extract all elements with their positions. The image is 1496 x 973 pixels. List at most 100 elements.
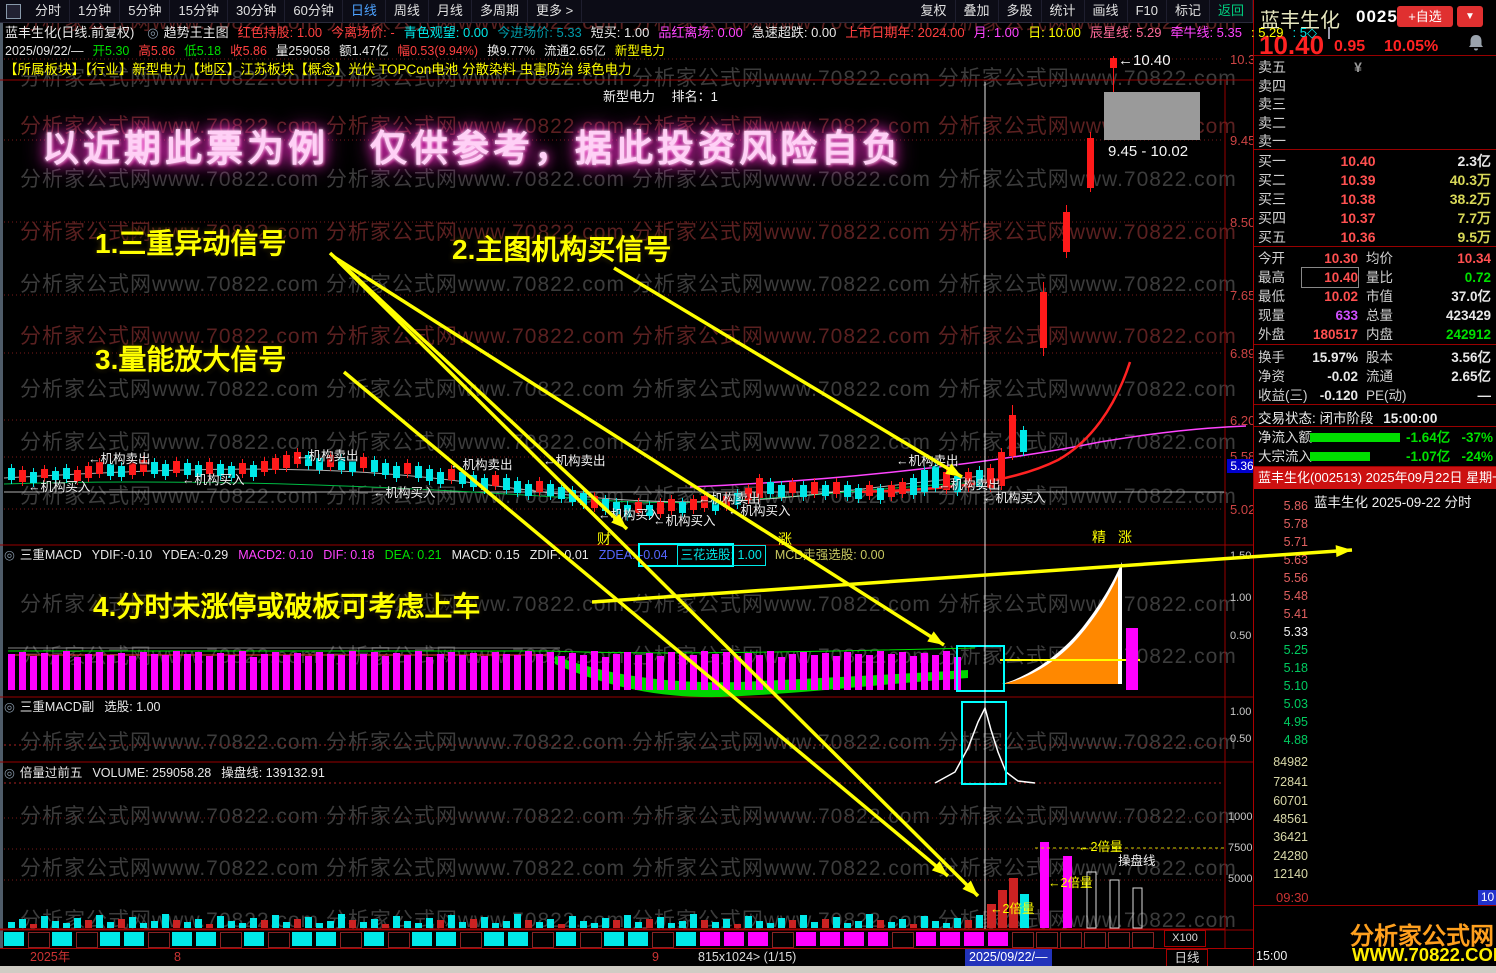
sector-info-row: 【所属板块】【行业】新型电力【地区】江苏板块【概念】光伏 TOPCon电池 分散… xyxy=(4,62,632,77)
menu-item-多周期[interactable]: 多周期 xyxy=(472,0,528,22)
legend-item: 青色观望: 0.00 xyxy=(403,25,489,40)
signal-block xyxy=(556,932,576,946)
intraday-time-label: 09:30 xyxy=(1276,890,1309,905)
bid-level-label: 买二 xyxy=(1258,172,1286,188)
legend-item: : 5.29 xyxy=(1250,25,1284,40)
signal-block xyxy=(724,932,744,946)
stats-st-v1: 10.40 xyxy=(1301,267,1359,288)
menu-item-统计[interactable]: 统计 xyxy=(1042,0,1085,22)
note-annotation: 1.三重异动信号 xyxy=(95,228,287,259)
timeline-year: 2025年 xyxy=(30,950,71,964)
bid-price: 10.39 xyxy=(1340,172,1376,188)
menu-item-返回[interactable]: 返回 xyxy=(1210,0,1253,22)
signal-block xyxy=(868,932,888,946)
main-indicator-name[interactable]: 趋势王主图 xyxy=(163,25,229,40)
intraday-end-time-badge: 10 xyxy=(1478,890,1496,905)
stats-st-v2: — xyxy=(1477,388,1492,403)
menu-item-5分钟[interactable]: 5分钟 xyxy=(120,0,171,22)
stats-st-v2: 10.34 xyxy=(1457,251,1491,266)
signal-block xyxy=(964,932,984,946)
status-bar: 2025年 8 9 815x1024> (1/15) 2025/09/22/— … xyxy=(0,948,1253,968)
menu-item-更多 >[interactable]: 更多 > xyxy=(528,0,583,22)
signal-block xyxy=(988,932,1008,946)
menu-item-月线[interactable]: 月线 xyxy=(429,0,472,22)
stats-st-v1: 10.02 xyxy=(1324,289,1358,304)
intraday-price-label: 5.18 xyxy=(1283,661,1308,675)
menu-item-标记[interactable]: 标记 xyxy=(1167,0,1210,22)
signal-block xyxy=(244,932,264,946)
ask-level-label: 卖五 xyxy=(1258,59,1286,75)
bid-row: 买四 10.37 7.7万 xyxy=(1258,209,1493,228)
app-icon[interactable] xyxy=(6,3,21,19)
alert-bell-icon[interactable] xyxy=(1466,33,1486,53)
menu-item-1分钟[interactable]: 1分钟 xyxy=(70,0,121,22)
ask-level-label: 卖三 xyxy=(1258,96,1286,112)
stats-row: 今开 10.30 均价 10.34 xyxy=(1258,249,1493,268)
legend-item: DIF: 0.18 xyxy=(323,548,375,562)
stats-st-l1: 现量 xyxy=(1258,308,1285,323)
bid-level-label: 买四 xyxy=(1258,210,1286,226)
menu-item-分时[interactable]: 分时 xyxy=(27,0,71,22)
signal-block xyxy=(940,932,960,946)
legend-item: 红色持股: 1.00 xyxy=(237,25,323,40)
signal-block xyxy=(652,932,674,948)
stats-st-v1: 15.97% xyxy=(1312,350,1358,365)
flow-bar xyxy=(1310,433,1400,442)
signal-block xyxy=(76,932,98,948)
collapse-icon[interactable]: ◎ xyxy=(147,25,159,40)
stats-st-v2: 37.0亿 xyxy=(1451,289,1491,304)
intraday-price-label: 5.56 xyxy=(1283,571,1308,585)
stats-st-v1: 633 xyxy=(1335,308,1358,323)
menu-item-周线[interactable]: 周线 xyxy=(386,0,429,22)
stats-st-v2: 242912 xyxy=(1445,327,1491,342)
menu-item-日线[interactable]: 日线 xyxy=(343,0,386,22)
flow-pct: -24% xyxy=(1461,449,1493,464)
signal-block xyxy=(1132,932,1154,948)
intraday-chart-title: 蓝丰生化 2025-09-22 分时 xyxy=(1314,495,1472,510)
signal-block xyxy=(124,932,144,946)
collapse-icon[interactable]: ◎ xyxy=(4,700,15,714)
menu-item-60分钟[interactable]: 60分钟 xyxy=(285,0,343,22)
stats-st-l1: 最低 xyxy=(1258,289,1285,304)
window-icon[interactable] xyxy=(1327,27,1330,39)
collapse-icon[interactable]: ◎ xyxy=(4,766,15,780)
menu-item-画线[interactable]: 画线 xyxy=(1085,0,1128,22)
legend-item: : 5◇ xyxy=(1292,25,1317,40)
stats-row: 最高 10.40 量比 0.72 xyxy=(1258,267,1493,288)
legend-item: 开5.30 xyxy=(92,44,130,58)
stats-st-v1: -0.02 xyxy=(1327,369,1358,384)
resolution-pager[interactable]: 815x1024> (1/15) xyxy=(698,950,797,964)
intraday-price-label: 5.10 xyxy=(1283,679,1308,693)
legend-item: MACD: 0.15 xyxy=(451,548,520,562)
signal-block xyxy=(52,932,72,946)
legend-item: 低5.18 xyxy=(184,44,222,58)
menu-item-F10[interactable]: F10 xyxy=(1128,0,1167,22)
signal-block xyxy=(316,932,336,946)
watchlist-dropdown-button[interactable]: ▼ xyxy=(1457,6,1483,27)
bid-volume: 38.2万 xyxy=(1449,191,1491,207)
legend-item: 日: 10.00 xyxy=(1028,25,1081,40)
bid-row: 买一 10.40 2.3亿 xyxy=(1258,152,1493,171)
stats-st-l2: 均价 xyxy=(1366,251,1393,266)
intraday-price-label: 5.03 xyxy=(1283,697,1308,711)
menu-item-多股[interactable]: 多股 xyxy=(999,0,1042,22)
price-change-pct: 10.05% xyxy=(1384,38,1439,55)
bid-volume: 7.7万 xyxy=(1457,210,1491,226)
legend-item: 三重MACD副 xyxy=(19,700,95,714)
add-watchlist-button[interactable]: +自选 xyxy=(1397,6,1453,27)
menu-item-15分钟[interactable]: 15分钟 xyxy=(170,0,228,22)
menu-item-叠加[interactable]: 叠加 xyxy=(956,0,999,22)
collapse-icon[interactable]: ◎ xyxy=(4,548,15,562)
bid-level-label: 买五 xyxy=(1258,229,1286,245)
signal-block xyxy=(700,932,720,946)
flow-label: 净流入额 xyxy=(1258,430,1312,445)
stats-st-l2: 股本 xyxy=(1366,350,1393,365)
stats-st-l1: 最高 xyxy=(1258,270,1285,285)
intraday-price-label: 5.33 xyxy=(1283,625,1308,639)
signal-block xyxy=(604,932,624,946)
site-logo-url[interactable]: WWW.70822.COM xyxy=(1352,944,1496,965)
menu-item-复权[interactable]: 复权 xyxy=(912,0,956,22)
signal-block xyxy=(100,932,120,946)
menu-item-30分钟[interactable]: 30分钟 xyxy=(228,0,286,22)
volume-section-header: ◎ 倍量过前五 VOLUME: 259058.28 操盘线: 139132.91 xyxy=(0,764,1253,783)
